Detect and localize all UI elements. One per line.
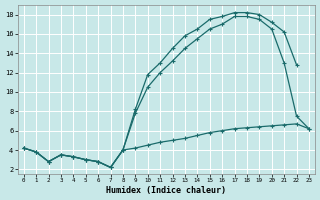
X-axis label: Humidex (Indice chaleur): Humidex (Indice chaleur) [106,186,226,195]
